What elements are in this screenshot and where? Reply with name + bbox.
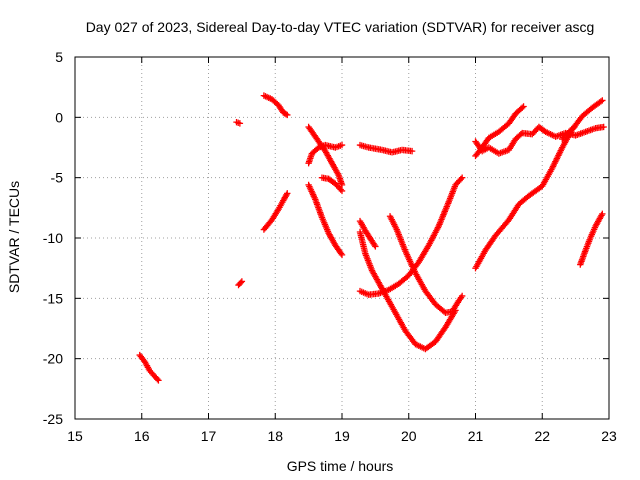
series-seg-l <box>356 228 459 353</box>
y-tick-label: -20 <box>43 351 63 367</box>
series-seg-j <box>356 141 416 156</box>
data-point-marker <box>337 186 344 193</box>
data-point-marker <box>457 175 465 183</box>
data-point-marker <box>155 377 162 384</box>
series-seg-h <box>305 181 346 259</box>
data-point-marker <box>371 241 378 249</box>
data-point-marker <box>599 97 606 104</box>
series-seg-k <box>356 217 379 250</box>
data-point-marker <box>408 147 416 155</box>
data-point-marker <box>237 279 244 286</box>
plot-frame <box>74 56 610 420</box>
series-seg-f <box>305 123 346 189</box>
data-point-marker <box>238 278 246 285</box>
data-point-marker <box>569 124 577 132</box>
data-point-marker <box>520 103 527 110</box>
x-tick-label: 19 <box>334 428 350 444</box>
series-seg-e <box>260 92 291 119</box>
data-point-marker <box>519 104 526 111</box>
series-seg-b <box>233 118 244 127</box>
series-seg-n <box>386 213 466 317</box>
x-tick-label: 16 <box>134 428 150 444</box>
data-point-marker <box>338 187 346 195</box>
x-tick-label: 15 <box>67 428 83 444</box>
y-tick-label: -5 <box>51 170 64 186</box>
data-point-marker <box>599 210 606 218</box>
x-tick-label: 23 <box>601 428 617 444</box>
data-point-marker <box>571 123 578 131</box>
y-tick-labels: 5 0 -5 -10 -15 -20 -25 <box>43 49 63 427</box>
data-point-marker <box>283 191 290 199</box>
data-point-marker <box>284 190 291 197</box>
data-point-marker <box>458 174 466 181</box>
data-point-marker <box>337 250 345 257</box>
y-tick-label: -10 <box>43 230 63 246</box>
x-tick-label: 20 <box>401 428 417 444</box>
data-point-marker <box>338 141 346 149</box>
chart-title: Day 027 of 2023, Sidereal Day-to-day VTE… <box>86 19 595 35</box>
y-tick-label: 0 <box>55 109 63 125</box>
x-tick-label: 17 <box>201 428 217 444</box>
x-tick-labels: 15 16 17 18 19 20 21 22 23 <box>67 428 617 444</box>
series-seg-r <box>559 123 578 143</box>
series-seg-s <box>577 210 606 268</box>
data-point-marker <box>338 251 346 259</box>
series-seg-a <box>136 351 162 384</box>
series-seg-m <box>356 174 466 298</box>
y-tick-label: 5 <box>55 49 63 65</box>
x-tick-label: 21 <box>468 428 484 444</box>
series-seg-q <box>472 123 607 157</box>
x-tick-label: 18 <box>267 428 283 444</box>
data-point-marker <box>284 111 291 119</box>
series-seg-g <box>305 141 346 167</box>
data-point-marker <box>154 375 161 383</box>
y-tick-label: -15 <box>43 290 63 306</box>
data-point-marker <box>372 243 379 250</box>
data-series <box>136 92 607 384</box>
y-tick-label: -25 <box>43 411 63 427</box>
x-axis-label: GPS time / hours <box>287 458 394 474</box>
series-seg-c <box>235 278 246 289</box>
grid <box>75 57 609 419</box>
series-seg-d <box>260 190 291 233</box>
data-point-marker <box>600 123 607 131</box>
data-point-marker <box>458 292 466 300</box>
y-axis-label: SDTVAR / TECUs <box>6 181 22 293</box>
data-point-marker <box>517 131 525 138</box>
data-point-marker <box>597 98 605 105</box>
series-seg-i <box>318 174 346 195</box>
x-tick-label: 22 <box>534 428 550 444</box>
data-point-marker <box>236 120 244 127</box>
data-point-marker <box>282 110 290 118</box>
